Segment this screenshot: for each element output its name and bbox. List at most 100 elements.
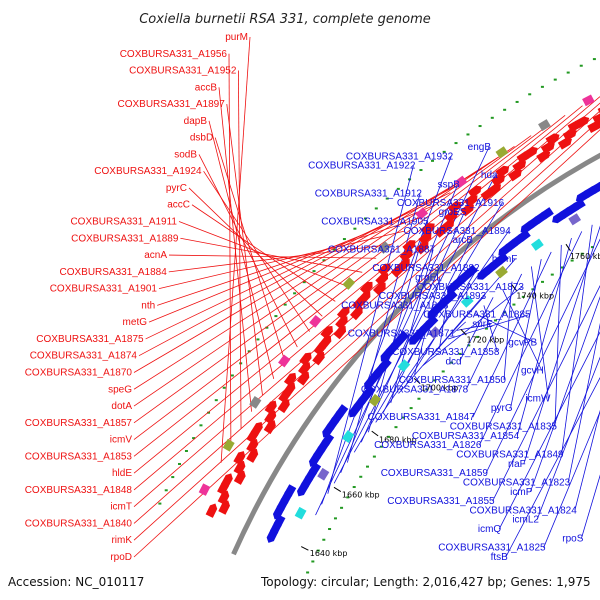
- composition-block: [368, 393, 382, 407]
- reverse-gene-label: COXBURSA331_A1912: [315, 189, 423, 200]
- forward-gene-label: COXBURSA331_A1889: [71, 233, 179, 244]
- forward-gene-label: hldE: [112, 468, 132, 479]
- reverse-gene-arrow: [444, 289, 458, 303]
- reverse-gene-label: icmW: [525, 394, 551, 405]
- forward-label-leader: [180, 237, 363, 273]
- gc-content-dot: [359, 475, 363, 478]
- reverse-label-leader: [561, 224, 593, 455]
- forward-gene-label: COXBURSA331_A1853: [25, 451, 133, 462]
- forward-label-leader: [133, 124, 549, 440]
- forward-gene-label: COXBURSA331_A1897: [118, 99, 226, 110]
- gc-content-dot: [531, 288, 535, 291]
- gc-content-dot: [352, 486, 356, 489]
- forward-gene-arrow: [233, 470, 246, 485]
- tick-mark: [565, 243, 571, 252]
- gc-content-dot: [431, 159, 435, 162]
- reverse-gene-arrow: [396, 330, 410, 344]
- gc-content-dot: [493, 319, 497, 322]
- gc-content-dot: [521, 295, 525, 298]
- reverse-gene-label: gcvPB: [508, 338, 537, 349]
- forward-gene-arrow: [296, 371, 310, 386]
- gc-content-dot: [230, 374, 234, 377]
- composition-block: [342, 277, 356, 290]
- forward-label-leader: [218, 87, 252, 412]
- forward-gene-arrow: [246, 448, 259, 463]
- forward-gene-arrow: [467, 185, 482, 199]
- reverse-gene-label: COXBURSA331_A1826: [374, 440, 482, 451]
- forward-gene-label: dotA: [111, 401, 132, 412]
- forward-gene-label: COXBURSA331_A1924: [94, 166, 202, 177]
- reverse-label-leader: [390, 249, 434, 404]
- reverse-gene-label: COXBURSA331_A1873: [417, 282, 525, 293]
- forward-gene-label: pyrC: [166, 183, 187, 194]
- gc-content-dot: [467, 344, 471, 347]
- forward-gene-label: dapB: [184, 116, 208, 127]
- gc-content-dot: [394, 426, 398, 429]
- reverse-label-leader: [333, 174, 496, 484]
- gc-content-dot: [158, 502, 162, 505]
- gc-content-dot: [342, 238, 346, 241]
- gc-content-dot: [478, 125, 482, 128]
- forward-gene-label: rpoD: [110, 552, 132, 563]
- reverse-label-leader: [406, 267, 478, 385]
- reverse-gene-label: hemF: [492, 254, 518, 265]
- gc-content-dot: [553, 78, 557, 81]
- reverse-gene-label: COXBURSA331_A1823: [463, 477, 571, 488]
- reverse-gene-arrow: [335, 404, 349, 418]
- reverse-label-leader: [543, 410, 600, 548]
- reverse-label-leader: [321, 156, 452, 505]
- forward-gene-arrow: [523, 146, 538, 159]
- gc-content-dot: [425, 388, 429, 391]
- forward-gene-arrow: [350, 307, 363, 321]
- forward-gene-label: accC: [167, 200, 190, 211]
- forward-label-leader: [158, 230, 406, 290]
- gc-content-dot: [540, 85, 544, 88]
- reverse-label-leader: [492, 285, 600, 502]
- reverse-label-leader: [456, 323, 491, 331]
- forward-gene-arrow: [335, 316, 348, 330]
- forward-gene-arrow: [217, 490, 230, 505]
- forward-gene-label: COXBURSA331_A1875: [36, 334, 144, 345]
- forward-label-leader: [214, 137, 286, 363]
- reverse-gene-label: ftsB: [491, 552, 509, 563]
- reverse-gene-label: pyrG: [491, 403, 513, 414]
- forward-label-leader: [133, 119, 600, 541]
- tick-mark: [371, 430, 379, 437]
- forward-gene-arrow: [444, 210, 458, 224]
- forward-gene-label: COXBURSA331_A1848: [25, 485, 133, 496]
- forward-gene-label: sodB: [174, 149, 197, 160]
- forward-gene-arrow: [246, 439, 259, 454]
- forward-gene-arrow: [415, 241, 429, 255]
- forward-gene-label: COXBURSA331_A1901: [50, 284, 158, 295]
- reverse-gene-arrow: [495, 252, 509, 265]
- reverse-label-leader: [574, 409, 600, 511]
- forward-gene-label: COXBURSA331_A1952: [129, 66, 237, 77]
- gc-content-dot: [385, 197, 389, 200]
- gc-content-dot: [512, 303, 516, 306]
- gc-content-dot: [207, 411, 211, 414]
- gc-content-dot: [484, 327, 488, 330]
- gc-content-dot: [409, 407, 413, 410]
- forward-gene-arrow: [205, 503, 218, 518]
- composition-block: [460, 295, 474, 308]
- gc-content-dot: [433, 379, 437, 382]
- gc-content-dot: [570, 259, 574, 262]
- reverse-gene-label: COXBURSA331_A1932: [346, 151, 454, 162]
- composition-block: [198, 483, 211, 496]
- reverse-gene-label: surE: [472, 319, 493, 330]
- forward-gene-label: COXBURSA331_A1857: [25, 418, 133, 429]
- reverse-label-leader: [498, 331, 600, 530]
- forward-gene-label: COXBURSA331_A1911: [70, 217, 177, 228]
- composition-block: [294, 506, 307, 520]
- reverse-gene-label: COXBURSA331_A1887: [328, 245, 436, 256]
- forward-gene-arrow: [336, 306, 350, 320]
- reverse-label-leader: [375, 230, 510, 423]
- forward-gene-arrow: [264, 410, 277, 425]
- forward-gene-arrow: [357, 291, 371, 305]
- forward-gene-arrow: [283, 372, 297, 387]
- forward-gene-arrow: [396, 259, 410, 272]
- forward-gene-label: COXBURSA331_A1840: [25, 518, 133, 529]
- reverse-gene-label: arcB: [452, 235, 473, 246]
- reverse-label-leader: [567, 322, 600, 483]
- forward-gene-arrow: [447, 201, 462, 214]
